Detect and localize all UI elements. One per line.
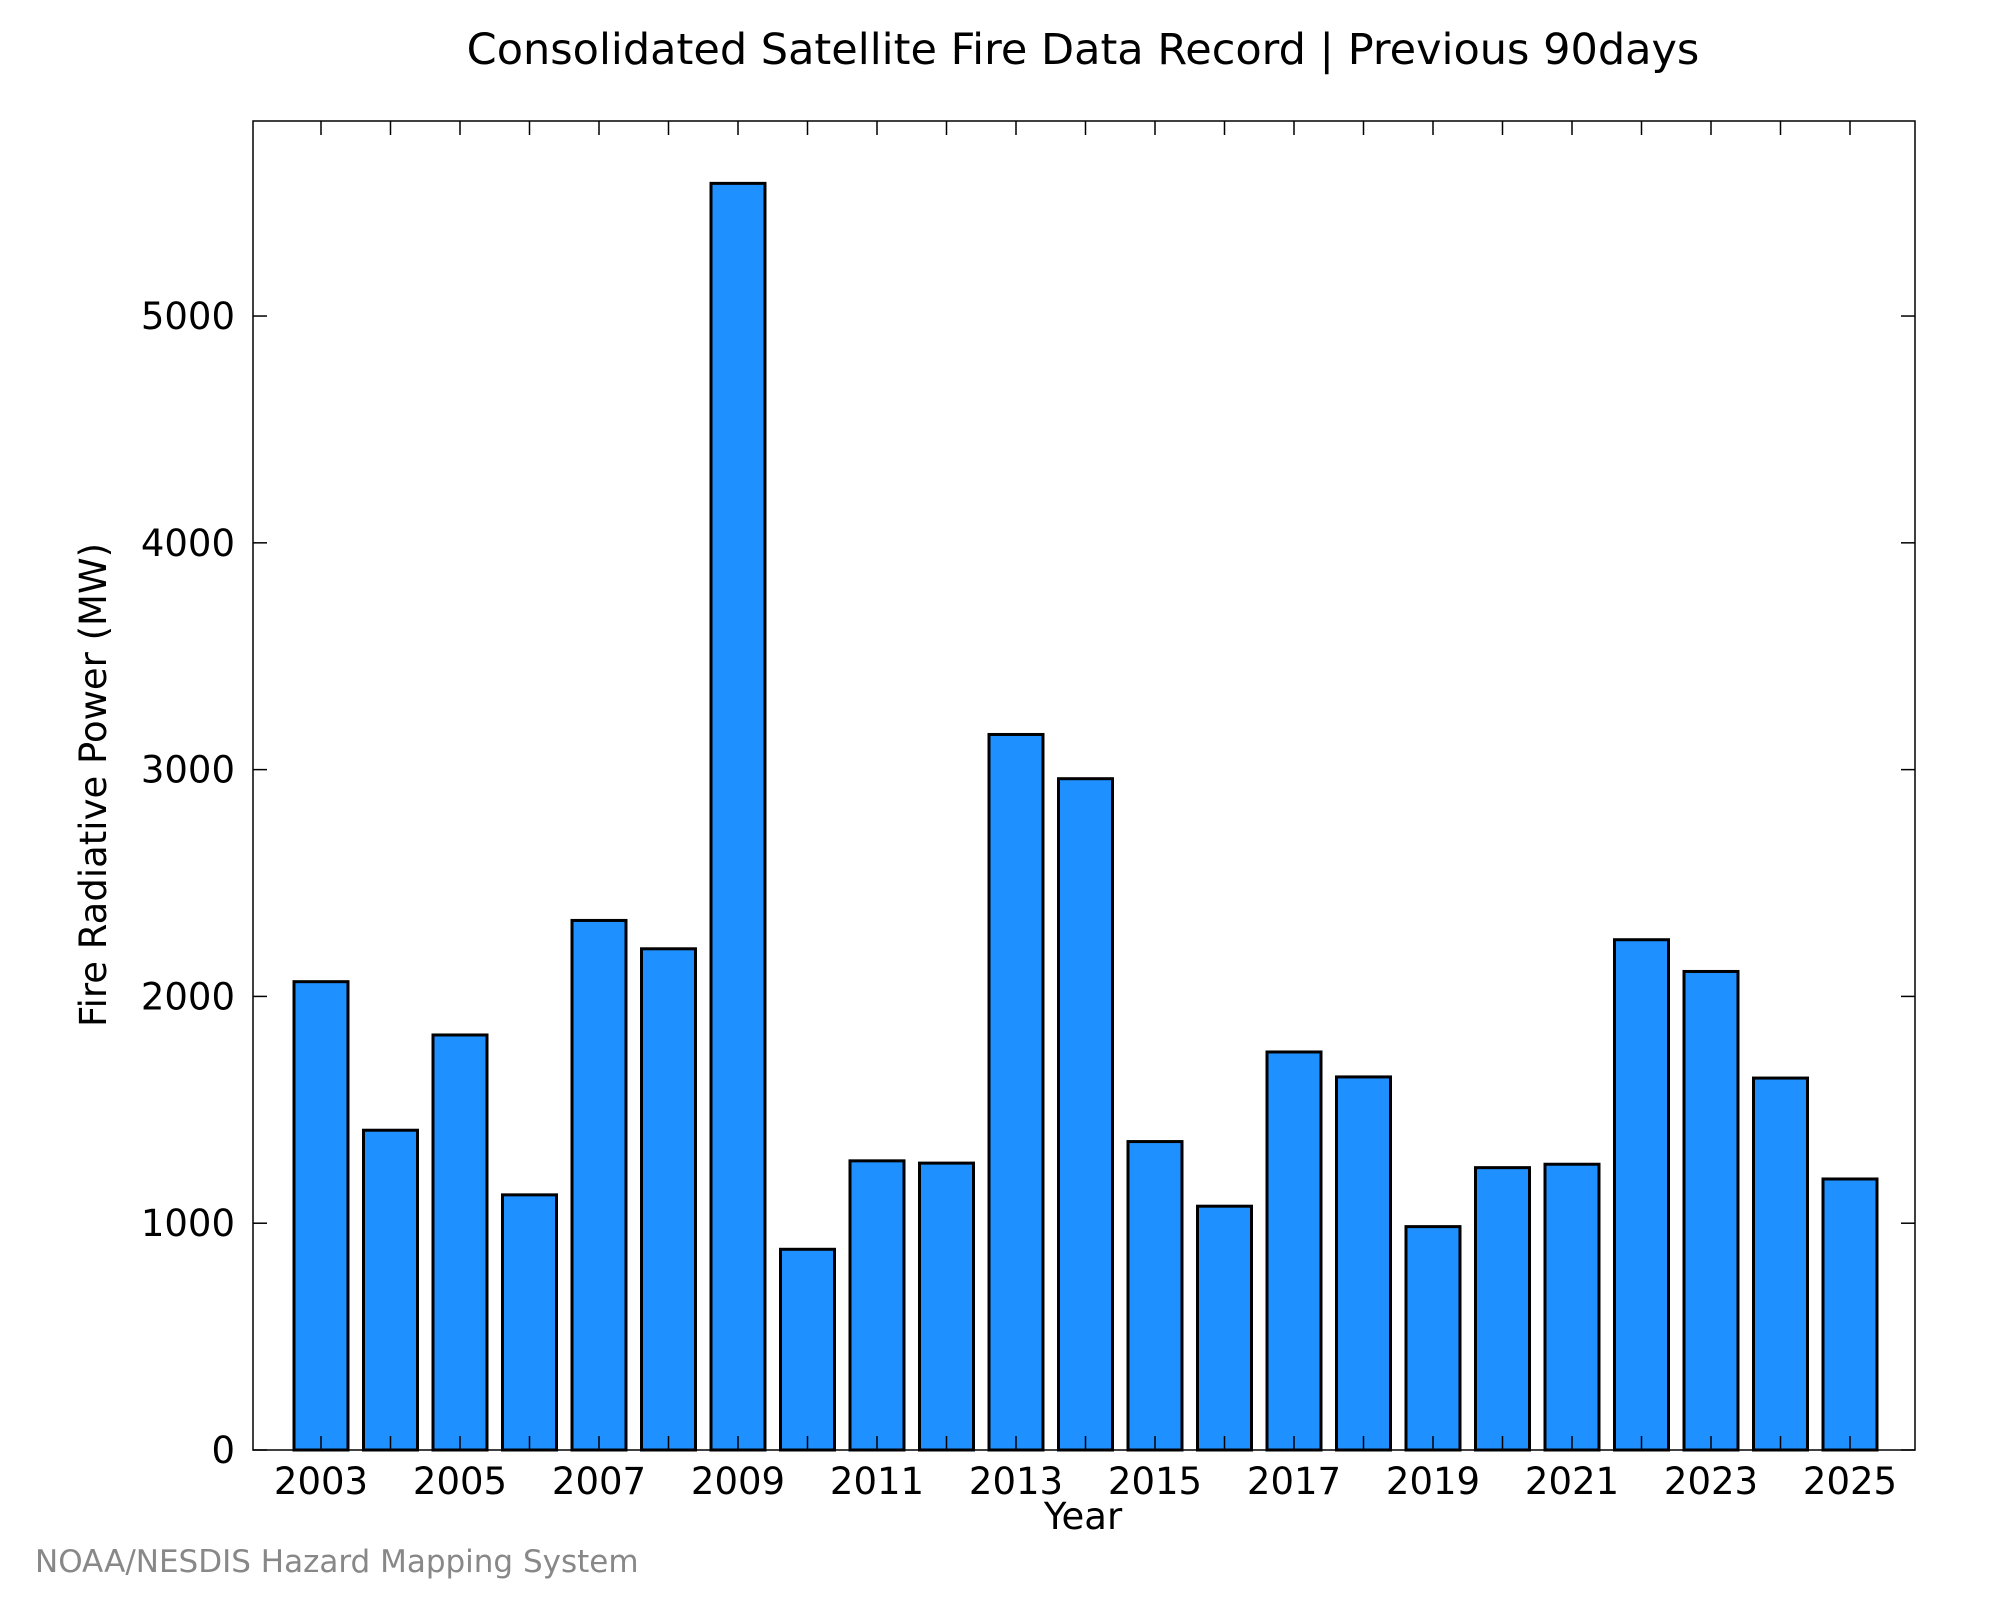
bar-2020 xyxy=(1474,1166,1531,1452)
bar-2017 xyxy=(1265,1050,1323,1452)
y-tick-label: 5000 xyxy=(141,295,235,338)
bar-2022 xyxy=(1613,938,1670,1452)
bar-2015 xyxy=(1126,1140,1184,1452)
y-tick-label: 1000 xyxy=(141,1202,235,1245)
y-axis-label: Fire Radiative Power (MW) xyxy=(72,543,115,1027)
bar-2024 xyxy=(1752,1076,1809,1452)
x-tick-label: 2005 xyxy=(413,1460,507,1503)
bar-2007 xyxy=(570,918,628,1452)
bar-2008 xyxy=(640,947,697,1452)
x-tick-label: 2015 xyxy=(1108,1460,1202,1503)
plot-area: 2003 2005 2007 2009 2011 2013 2015 2017 2019 2021… xyxy=(141,120,1916,1503)
bar-2019 xyxy=(1404,1225,1462,1452)
y-tick-label: 3000 xyxy=(141,749,235,792)
bar-2005 xyxy=(431,1033,489,1452)
x-tick-label: 2025 xyxy=(1803,1460,1897,1503)
bar-2025 xyxy=(1821,1177,1879,1452)
bar-2023 xyxy=(1682,969,1740,1452)
y-tick-label: 2000 xyxy=(141,975,235,1018)
x-tick-label: 2017 xyxy=(1247,1460,1341,1503)
y-tick-label: 4000 xyxy=(141,522,235,565)
y-tick-label: 0 xyxy=(211,1429,235,1472)
x-axis-label: Year xyxy=(1043,1495,1123,1538)
x-tick-label: 2013 xyxy=(969,1460,1063,1503)
bar-2004 xyxy=(362,1128,419,1452)
x-tick-label: 2011 xyxy=(830,1460,924,1503)
bar-2016 xyxy=(1196,1204,1253,1452)
x-tick-label: 2003 xyxy=(274,1460,368,1503)
bar-2021 xyxy=(1543,1162,1601,1452)
bar-2013 xyxy=(987,732,1045,1452)
bar-2003 xyxy=(292,980,350,1452)
x-tick-label: 2019 xyxy=(1386,1460,1480,1503)
bar-2012 xyxy=(918,1161,975,1452)
bar-2011 xyxy=(848,1159,906,1452)
bar-2018 xyxy=(1335,1075,1392,1452)
x-tick-label: 2023 xyxy=(1664,1460,1758,1503)
chart-title: Consolidated Satellite Fire Data Record … xyxy=(467,25,1700,75)
bar-2010 xyxy=(779,1247,836,1452)
credit-text: NOAA/NESDIS Hazard Mapping System xyxy=(35,1544,639,1580)
x-tick-label: 2009 xyxy=(691,1460,785,1503)
x-tick-label: 2007 xyxy=(552,1460,646,1503)
x-tick-label: 2021 xyxy=(1525,1460,1619,1503)
bar-2014 xyxy=(1057,777,1114,1452)
bar-2009 xyxy=(709,181,767,1452)
bar-2006 xyxy=(501,1193,558,1452)
